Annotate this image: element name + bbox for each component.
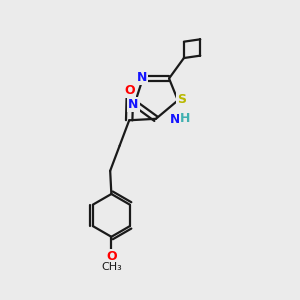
Text: S: S [177,93,186,106]
Text: O: O [124,84,135,97]
Text: O: O [106,250,117,263]
Text: CH₃: CH₃ [101,262,122,272]
Text: N: N [170,113,181,126]
Text: H: H [180,112,190,125]
Text: N: N [136,71,147,84]
Text: N: N [128,98,139,111]
